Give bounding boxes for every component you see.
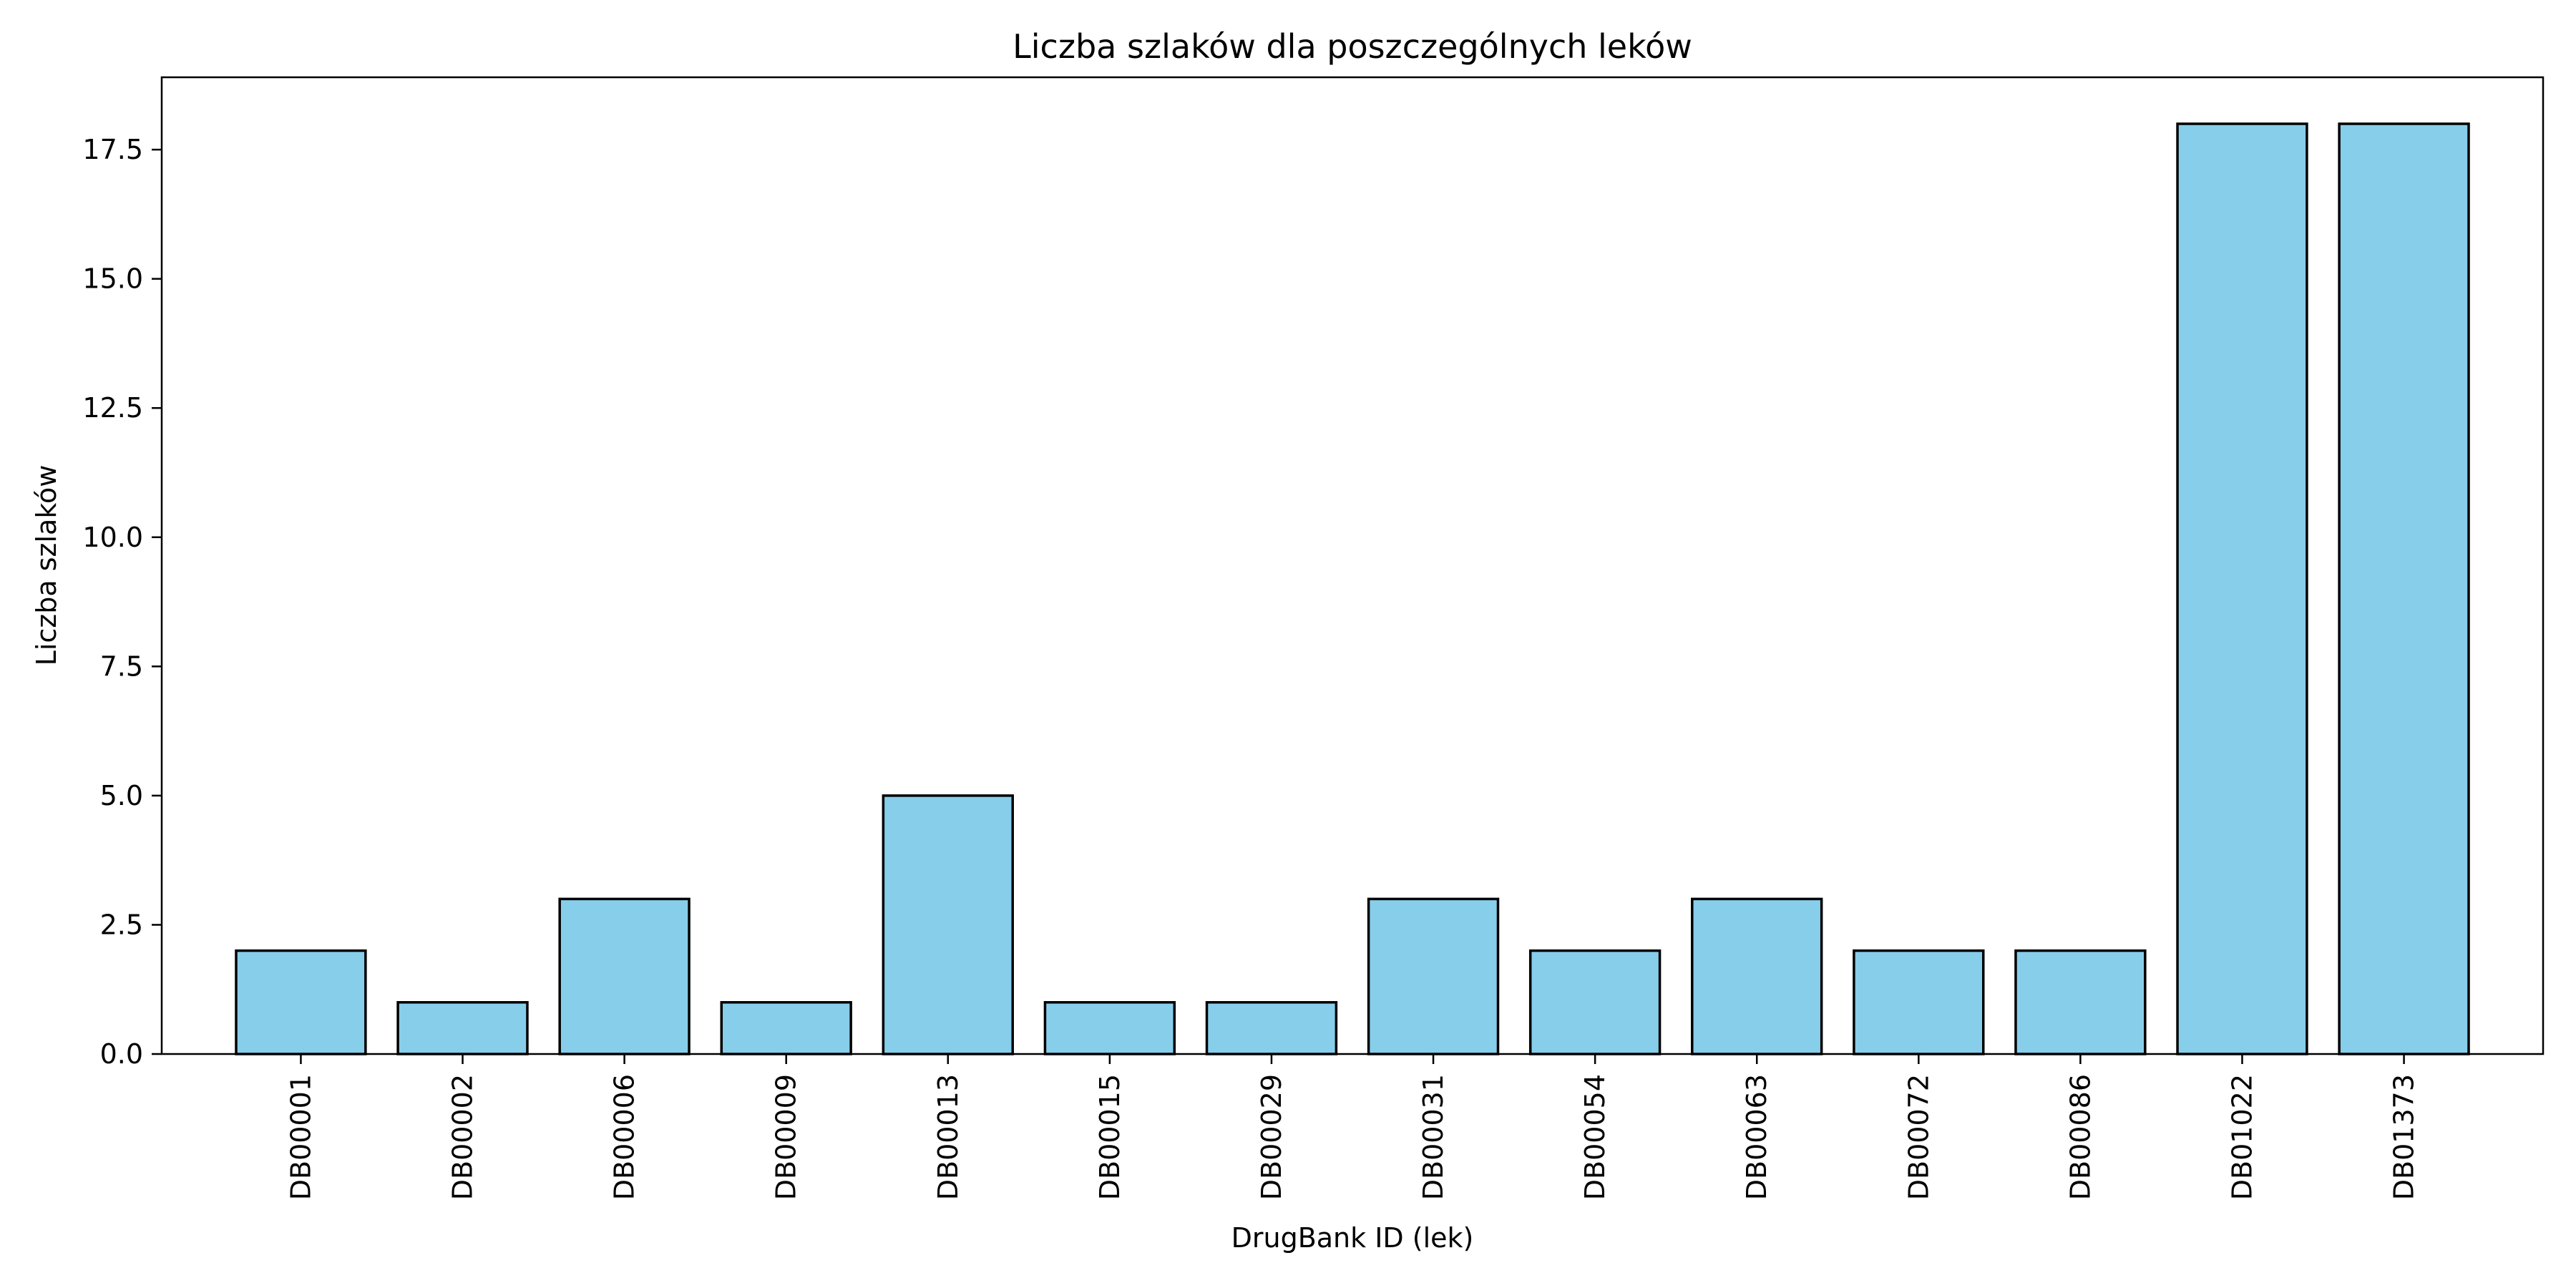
bar-DB00013 bbox=[882, 794, 1014, 1055]
bar-DB01022 bbox=[2176, 122, 2308, 1055]
y-tick-label: 12.5 bbox=[82, 392, 143, 424]
bar-DB01373 bbox=[2338, 122, 2470, 1055]
bars-group bbox=[235, 122, 2470, 1055]
x-tick-label: DB00054 bbox=[1579, 1074, 1611, 1200]
x-axis-label: DrugBank ID (lek) bbox=[1231, 1222, 1474, 1254]
y-tick-label: 2.5 bbox=[100, 909, 143, 940]
y-tick-label: 0.0 bbox=[100, 1038, 143, 1070]
x-tick-label: DB00086 bbox=[2064, 1074, 2096, 1200]
x-tick-label: DB00013 bbox=[932, 1074, 964, 1200]
bar-DB00001 bbox=[235, 949, 367, 1055]
x-tick-label: DB00001 bbox=[285, 1074, 316, 1200]
x-axis-ticks: DB00001 DB00002 DB00006 DB00009 DB00013 DB000… bbox=[285, 1054, 2420, 1200]
x-tick-label: DB01373 bbox=[2389, 1074, 2420, 1200]
y-tick-label: 7.5 bbox=[100, 650, 143, 682]
y-axis-ticks: 0.0 2.5 5.0 7.5 10.0 12.5 15.0 17.5 bbox=[82, 134, 162, 1070]
bar-DB00054 bbox=[1528, 949, 1662, 1055]
x-tick-label: DB00002 bbox=[447, 1074, 479, 1200]
y-tick-label: 15.0 bbox=[82, 263, 143, 295]
chart-title: Liczba szlaków dla poszczególnych leków bbox=[1013, 27, 1692, 66]
x-tick-label: DB00009 bbox=[771, 1074, 802, 1200]
bar-DB00006 bbox=[558, 897, 691, 1055]
x-tick-label: DB00015 bbox=[1094, 1074, 1126, 1200]
y-tick-label: 17.5 bbox=[82, 134, 143, 165]
bar-DB00002 bbox=[396, 1001, 529, 1055]
x-tick-label: DB00006 bbox=[609, 1074, 640, 1200]
plot-frame bbox=[160, 76, 2545, 1055]
x-tick-label: DB00063 bbox=[1741, 1074, 1772, 1200]
x-tick-label: DB00031 bbox=[1418, 1074, 1449, 1200]
y-axis-label: Liczba szlaków bbox=[31, 465, 62, 666]
bar-DB00015 bbox=[1043, 1001, 1176, 1055]
bar-DB00063 bbox=[1691, 897, 1823, 1055]
y-tick-label: 10.0 bbox=[82, 522, 143, 553]
x-tick-label: DB00072 bbox=[1903, 1074, 1934, 1200]
x-tick-label: DB01022 bbox=[2226, 1074, 2258, 1200]
y-tick-label: 5.0 bbox=[100, 780, 143, 811]
bar-DB00031 bbox=[1367, 897, 1500, 1055]
bar-DB00029 bbox=[1205, 1001, 1338, 1055]
bar-DB00086 bbox=[2014, 949, 2147, 1055]
bar-DB00072 bbox=[1853, 949, 1985, 1055]
x-tick-label: DB00029 bbox=[1256, 1074, 1287, 1200]
bar-DB00009 bbox=[720, 1001, 852, 1055]
